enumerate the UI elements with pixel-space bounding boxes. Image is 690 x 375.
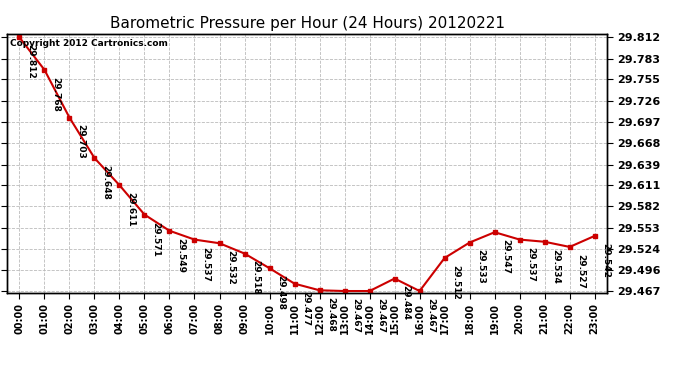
Text: 29.527: 29.527 [577, 254, 586, 289]
Text: 29.812: 29.812 [26, 44, 35, 79]
Text: 29.611: 29.611 [126, 192, 135, 227]
Text: 29.549: 29.549 [177, 238, 186, 273]
Text: 29.571: 29.571 [151, 222, 160, 256]
Text: 29.648: 29.648 [101, 165, 110, 200]
Text: 29.533: 29.533 [477, 249, 486, 284]
Text: 29.477: 29.477 [302, 291, 310, 326]
Text: 29.467: 29.467 [377, 298, 386, 333]
Text: 29.518: 29.518 [251, 261, 260, 295]
Text: 29.512: 29.512 [451, 265, 460, 300]
Text: 29.467: 29.467 [351, 298, 360, 333]
Text: 29.537: 29.537 [526, 246, 535, 281]
Text: 29.484: 29.484 [402, 285, 411, 321]
Text: 29.542: 29.542 [602, 243, 611, 278]
Title: Barometric Pressure per Hour (24 Hours) 20120221: Barometric Pressure per Hour (24 Hours) … [110, 16, 504, 31]
Text: 29.703: 29.703 [77, 124, 86, 159]
Text: Copyright 2012 Cartronics.com: Copyright 2012 Cartronics.com [10, 39, 168, 48]
Text: 29.467: 29.467 [426, 298, 435, 333]
Text: 29.498: 29.498 [277, 275, 286, 310]
Text: 29.537: 29.537 [201, 246, 210, 281]
Text: 29.532: 29.532 [226, 250, 235, 285]
Text: 29.768: 29.768 [51, 77, 60, 112]
Text: 29.534: 29.534 [551, 249, 560, 284]
Text: 29.468: 29.468 [326, 297, 335, 332]
Text: 29.547: 29.547 [502, 239, 511, 274]
